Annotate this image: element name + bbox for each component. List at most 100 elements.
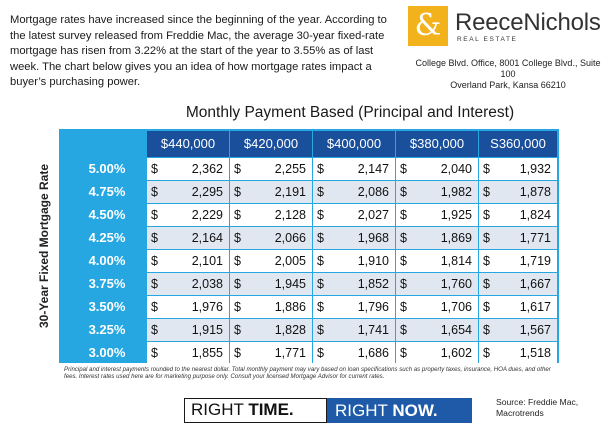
rate-label: 3.75% (88, 276, 126, 291)
payment-cell: $2,040 (396, 158, 478, 180)
table-row: 4.50% $2,229 $2,128 $2,027 $1,925 $1,824 (61, 204, 557, 226)
rate-label: 3.25% (88, 322, 126, 337)
rate-label: 4.00% (88, 253, 126, 268)
source-line-2: Macrotrends (496, 408, 544, 418)
payment-cell: $1,910 (313, 250, 395, 272)
payment-cell: $2,086 (313, 181, 395, 203)
payment-amount: 2,164 (191, 231, 223, 245)
currency-symbol: $ (400, 323, 407, 337)
currency-symbol: $ (234, 208, 241, 222)
brand-block: & ReeceNichols REAL ESTATE College Blvd.… (408, 6, 608, 90)
table-title: Monthly Payment Based (Principal and Int… (185, 104, 515, 121)
currency-symbol: $ (400, 300, 407, 314)
currency-symbol: $ (234, 277, 241, 291)
table-row: 3.50% $1,976 $1,886 $1,796 $1,706 $1,617 (61, 296, 557, 318)
rate-label: 5.00% (88, 161, 126, 176)
rate-label: 4.25% (88, 230, 126, 245)
payment-amount: 2,191 (274, 185, 306, 199)
slogan-right-now: RIGHT NOW. (327, 398, 472, 423)
currency-symbol: $ (234, 185, 241, 199)
payment-amount: 1,602 (440, 346, 472, 360)
payment-cell: $2,362 (147, 158, 229, 180)
currency-symbol: $ (151, 231, 158, 245)
payment-cell: $1,855 (147, 342, 229, 364)
currency-symbol: $ (151, 185, 158, 199)
column-header: $380,000 (396, 131, 478, 157)
payment-cell: $2,066 (230, 227, 312, 249)
column-header: $420,000 (230, 131, 312, 157)
payment-cell: $1,760 (396, 273, 478, 295)
rate-label: 3.00% (88, 345, 126, 360)
payment-cell: $2,027 (313, 204, 395, 226)
payment-cell: $1,852 (313, 273, 395, 295)
brand-subtitle: REAL ESTATE (457, 36, 518, 43)
currency-symbol: $ (151, 323, 158, 337)
payment-amount: 2,229 (191, 208, 223, 222)
payment-amount: 1,886 (274, 300, 306, 314)
currency-symbol: $ (234, 162, 241, 176)
table-row: 3.00% $1,855 $1,771 $1,686 $1,602 $1,518 (61, 342, 557, 364)
payment-amount: 1,910 (357, 254, 389, 268)
currency-symbol: $ (234, 300, 241, 314)
rate-axis-label: 30-Year Fixed Mortgage Rate (37, 163, 51, 329)
payment-amount: 2,038 (191, 277, 223, 291)
payment-cell: $2,191 (230, 181, 312, 203)
column-header: $440,000 (147, 131, 229, 157)
payment-amount: 1,976 (191, 300, 223, 314)
payment-amount: 1,925 (440, 208, 472, 222)
payment-cell: $2,147 (313, 158, 395, 180)
currency-symbol: $ (317, 185, 324, 199)
brand-name: ReeceNichols (455, 9, 601, 36)
payment-amount: 1,852 (357, 277, 389, 291)
payment-amount: 1,828 (274, 323, 306, 337)
payment-amount: 2,086 (357, 185, 389, 199)
currency-symbol: $ (234, 346, 241, 360)
payment-cell: $1,878 (479, 181, 557, 203)
office-address: College Blvd. Office, 8001 College Blvd.… (408, 58, 608, 91)
table-row: 5.00% $2,362 $2,255 $2,147 $2,040 $1,932 (61, 158, 557, 180)
payment-cell: $1,945 (230, 273, 312, 295)
currency-symbol: $ (483, 254, 490, 268)
currency-symbol: $ (317, 162, 324, 176)
address-line-1: College Blvd. Office, 8001 College Blvd.… (415, 58, 601, 79)
payment-cell: $2,005 (230, 250, 312, 272)
payment-cell: $1,741 (313, 319, 395, 341)
payment-amount: 1,654 (440, 323, 472, 337)
payment-cell: $1,706 (396, 296, 478, 318)
payment-amount: 1,760 (440, 277, 472, 291)
payment-cell: $1,686 (313, 342, 395, 364)
payment-amount: 1,706 (440, 300, 472, 314)
disclaimer-text: Principal and interest payments rounded … (64, 366, 551, 381)
payment-amount: 1,968 (357, 231, 389, 245)
payment-cell: $2,229 (147, 204, 229, 226)
table-row: 3.75% $2,038 $1,945 $1,852 $1,760 $1,667 (61, 273, 557, 295)
currency-symbol: $ (483, 231, 490, 245)
payment-cell: $2,038 (147, 273, 229, 295)
payment-cell: $1,932 (479, 158, 557, 180)
payment-amount: 1,855 (191, 346, 223, 360)
payment-amount: 1,567 (519, 323, 551, 337)
payment-amount: 1,814 (440, 254, 472, 268)
payment-cell: $1,667 (479, 273, 557, 295)
payment-amount: 1,932 (519, 162, 551, 176)
currency-symbol: $ (483, 208, 490, 222)
currency-symbol: $ (483, 346, 490, 360)
currency-symbol: $ (317, 254, 324, 268)
payment-amount: 1,945 (274, 277, 306, 291)
payment-amount: 2,147 (357, 162, 389, 176)
payment-cell: $1,976 (147, 296, 229, 318)
rate-label: 3.50% (88, 299, 126, 314)
currency-symbol: $ (151, 162, 158, 176)
payment-cell: $1,814 (396, 250, 478, 272)
payment-cell: $1,719 (479, 250, 557, 272)
currency-symbol: $ (400, 231, 407, 245)
payment-cell: $1,654 (396, 319, 478, 341)
payment-cell: $1,518 (479, 342, 557, 364)
payment-cell: $1,796 (313, 296, 395, 318)
payment-cell: $1,925 (396, 204, 478, 226)
currency-symbol: $ (151, 277, 158, 291)
payment-amount: 2,362 (191, 162, 223, 176)
payment-cell: $1,869 (396, 227, 478, 249)
source-note: Source: Freddie Mac, Macrotrends (496, 397, 608, 419)
payment-cell: $2,164 (147, 227, 229, 249)
